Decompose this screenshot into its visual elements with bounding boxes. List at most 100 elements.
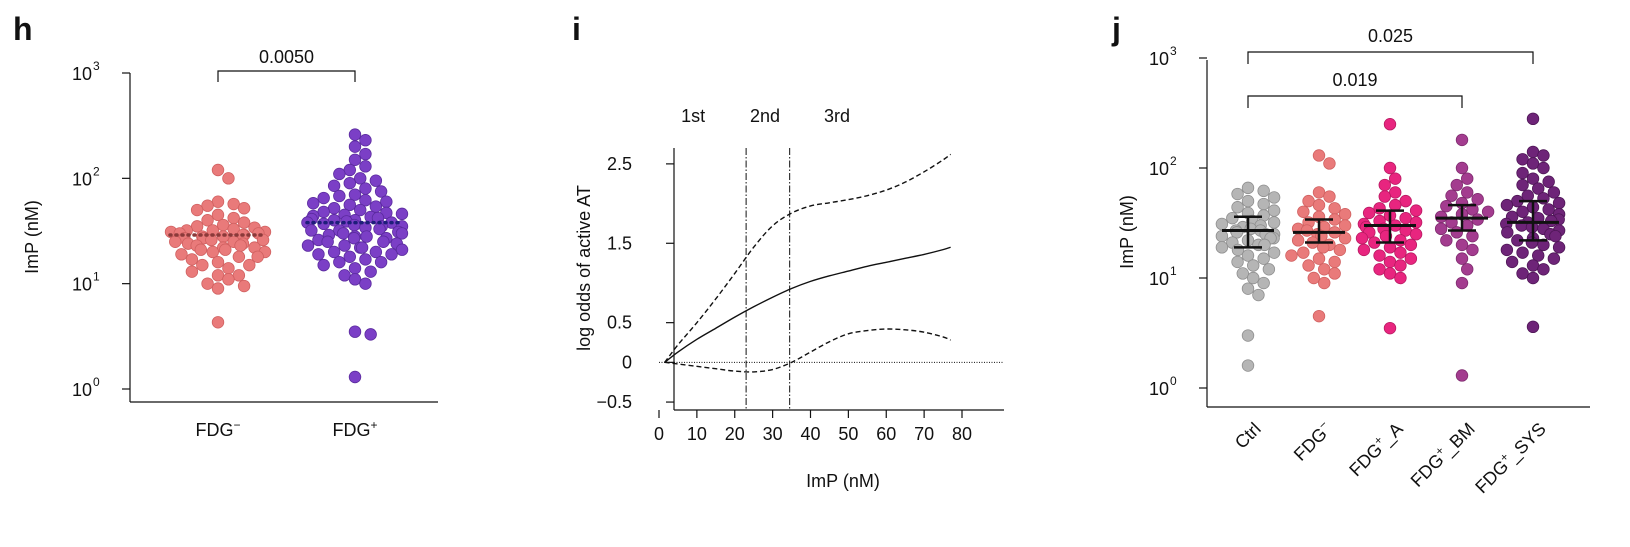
j-data-point: [1501, 199, 1513, 211]
j-data-point: [1268, 205, 1280, 217]
h-data-point: [349, 274, 361, 286]
j-y-tick-base: 10: [1149, 269, 1169, 289]
j-data-point: [1258, 277, 1270, 289]
j-data-point: [1456, 134, 1468, 146]
j-data-point: [1374, 250, 1386, 262]
h-data-point: [219, 244, 231, 256]
h-data-point: [396, 228, 408, 240]
j-data-point: [1543, 176, 1555, 188]
j-data-point: [1441, 235, 1453, 247]
h-data-point: [191, 204, 203, 216]
j-data-point: [1298, 247, 1310, 259]
j-data-point: [1334, 244, 1346, 256]
j-data-point: [1298, 206, 1310, 218]
panel-letter-h: h: [13, 11, 33, 47]
h-data-point: [202, 214, 214, 226]
h-data-point: [334, 256, 346, 268]
i-x-tick-label: 50: [838, 424, 858, 444]
j-data-point: [1329, 256, 1341, 268]
h-data-point: [375, 186, 387, 198]
h-data-point: [349, 189, 361, 201]
j-data-point: [1389, 187, 1401, 199]
h-y-tick-exp: 3: [93, 59, 100, 73]
h-y-tick-base: 10: [72, 275, 92, 295]
i-x-tick-label: 20: [725, 424, 745, 444]
j-data-point: [1517, 268, 1529, 280]
j-y-label: ImP (nM): [1117, 195, 1137, 269]
h-data-point: [349, 371, 361, 383]
j-data-point: [1232, 201, 1244, 213]
h-y-label: ImP (nM): [22, 200, 42, 274]
j-y-ticks: 100101102103: [1149, 44, 1207, 399]
j-x-category-label: Ctrl: [1231, 419, 1265, 453]
j-data-point: [1232, 188, 1244, 200]
j-data-point: [1258, 198, 1270, 210]
panel-letter-j: j: [1111, 11, 1121, 47]
h-data-point: [302, 240, 314, 252]
j-p-value: 0.025: [1368, 26, 1413, 46]
j-data-point: [1384, 268, 1396, 280]
h-data-point: [328, 180, 340, 192]
j-p-value: 0.019: [1332, 70, 1377, 90]
j-data-point: [1517, 179, 1529, 191]
j-data-point: [1242, 195, 1254, 207]
h-data-point: [381, 196, 393, 208]
j-data-point: [1501, 244, 1513, 256]
j-data-point: [1456, 277, 1468, 289]
i-y-ticks: 2.5 1.5 0.5 0 −0.5: [596, 154, 674, 412]
j-data-point: [1324, 158, 1336, 170]
i-y-tick-label: −0.5: [596, 392, 632, 412]
j-data-point: [1456, 239, 1468, 251]
h-points: [165, 129, 408, 383]
h-data-point: [186, 254, 198, 266]
j-data-point: [1451, 179, 1463, 191]
h-data-point: [328, 202, 340, 214]
j-data-point: [1329, 268, 1341, 280]
j-x-categories: Ctrl FDG−FDG+_AFDG+_BMFDG+_SYS: [1231, 417, 1551, 498]
i-confidence-bound-line: [665, 329, 951, 372]
i-estimate-line: [665, 247, 951, 362]
h-data-point: [238, 217, 250, 229]
j-data-point: [1538, 263, 1550, 275]
j-data-point: [1467, 230, 1479, 242]
j-data-point: [1405, 239, 1417, 251]
h-y-ticks: 100101102103: [72, 59, 130, 400]
j-data-point: [1389, 199, 1401, 211]
h-data-point: [169, 236, 181, 248]
j-data-point: [1313, 253, 1325, 265]
j-data-point: [1435, 223, 1447, 235]
h-data-point: [223, 262, 235, 274]
j-data-point: [1292, 235, 1304, 247]
j-x-category-label: FDG+_A: [1344, 417, 1408, 481]
h-data-point: [202, 278, 214, 290]
h-data-point: [354, 204, 366, 216]
h-x-categories: FDG− FDG+: [195, 418, 377, 440]
j-data-point: [1527, 272, 1539, 284]
j-data-point: [1456, 253, 1468, 265]
h-data-point: [207, 246, 219, 258]
h-data-point: [396, 208, 408, 220]
i-y-tick-label: 0.5: [607, 313, 632, 333]
j-data-point: [1242, 283, 1254, 295]
h-x-category-label: FDG+: [332, 418, 377, 440]
j-data-point: [1548, 253, 1560, 265]
h-data-point: [212, 164, 224, 176]
panel-letter-i: i: [572, 11, 581, 47]
h-data-point: [375, 256, 387, 268]
h-data-point: [360, 278, 372, 290]
h-data-point: [233, 270, 245, 282]
i-x-tick-label: 0: [654, 424, 664, 444]
h-data-point: [365, 266, 377, 278]
j-data-point: [1237, 268, 1249, 280]
j-data-point: [1247, 272, 1259, 284]
j-data-point: [1216, 230, 1228, 242]
h-data-point: [244, 259, 256, 271]
h-data-point: [233, 251, 245, 263]
j-data-point: [1227, 212, 1239, 224]
j-data-point: [1410, 228, 1422, 240]
h-bracket-line: [218, 71, 355, 82]
i-x-tick-label: 70: [914, 424, 934, 444]
i-y-tick-label: 2.5: [607, 154, 632, 174]
j-data-point: [1356, 232, 1368, 244]
